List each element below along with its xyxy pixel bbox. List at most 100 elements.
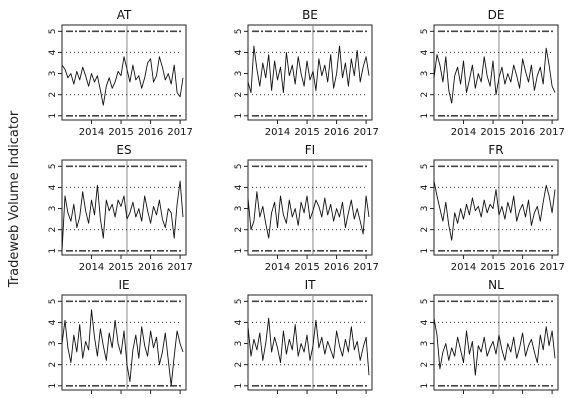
y-tick-label: 5 — [48, 298, 58, 304]
y-tick-label: 1 — [234, 113, 244, 119]
y-tick-label: 1 — [48, 383, 58, 389]
series-line-ie — [61, 309, 184, 387]
x-tick-label: 2017 — [353, 262, 378, 273]
panel-title-it: IT — [305, 278, 317, 292]
panel-ie: IE123452014201520162017 — [48, 278, 193, 398]
panel-frame — [433, 294, 559, 391]
y-tick-label: 2 — [420, 92, 430, 98]
y-tick-label: 4 — [420, 319, 430, 325]
y-tick-label: 2 — [420, 362, 430, 368]
x-tick-label: 2014 — [265, 262, 290, 273]
x-tick-label: 2017 — [539, 127, 564, 138]
y-tick-label: 5 — [234, 163, 244, 169]
y-tick-label: 5 — [420, 163, 430, 169]
series-line-be — [247, 45, 370, 94]
x-tick-label: 2017 — [353, 127, 378, 138]
y-tick-label: 3 — [420, 206, 430, 212]
x-tick-label: 2015 — [108, 127, 133, 138]
panel-frame — [247, 24, 373, 121]
series-line-es — [61, 180, 184, 251]
panel-title-at: AT — [117, 8, 132, 22]
y-tick-label: 1 — [48, 113, 58, 119]
y-tick-label: 5 — [234, 28, 244, 34]
x-tick-label: 2016 — [138, 262, 163, 273]
y-tick-label: 2 — [234, 362, 244, 368]
y-tick-label: 3 — [234, 206, 244, 212]
panel-title-de: DE — [488, 8, 505, 22]
x-tick-label: 2016 — [324, 262, 349, 273]
y-tick-label: 3 — [234, 71, 244, 77]
panel-title-es: ES — [116, 143, 131, 157]
series-line-fr — [433, 181, 556, 241]
panel-title-fr: FR — [488, 143, 503, 157]
panel-frame — [61, 159, 187, 256]
x-tick-label: 2014 — [451, 127, 476, 138]
panel-nl: NL123452014201520162017 — [420, 278, 565, 398]
y-tick-label: 4 — [48, 184, 58, 190]
y-tick-label: 4 — [234, 184, 244, 190]
panel-frame — [247, 159, 373, 256]
panel-frame — [247, 294, 373, 391]
x-tick-label: 2015 — [480, 127, 505, 138]
y-tick-label: 3 — [48, 206, 58, 212]
series-line-nl — [433, 318, 556, 376]
y-tick-label: 5 — [234, 298, 244, 304]
y-tick-label: 2 — [234, 227, 244, 233]
y-tick-label: 3 — [420, 341, 430, 347]
panel-frame — [433, 159, 559, 256]
y-tick-label: 5 — [48, 28, 58, 34]
x-tick-label: 2015 — [294, 262, 319, 273]
y-axis-label: Tradeweb Volume Indicator — [7, 110, 22, 288]
y-tick-label: 2 — [420, 227, 430, 233]
y-tick-label: 5 — [420, 298, 430, 304]
series-line-de — [433, 47, 556, 104]
panel-fr: FR 1 2 3 4 5 2014 2015 2016 2017 — [420, 143, 565, 273]
x-tick-label: 2017 — [167, 262, 192, 273]
panel-frame — [433, 24, 559, 121]
y-tick-label: 3 — [420, 71, 430, 77]
y-tick-label: 5 — [48, 163, 58, 169]
panel-be: BE 1 2 3 4 5 2014 2015 2016 2017 — [234, 8, 379, 138]
x-tick-label: 2014 — [79, 262, 104, 273]
y-tick-label: 1 — [234, 248, 244, 254]
y-tick-label: 1 — [420, 248, 430, 254]
x-tick-label: 2016 — [324, 127, 349, 138]
y-tick-label: 2 — [48, 362, 58, 368]
y-tick-label: 4 — [48, 49, 58, 55]
panel-fi: FI 1 2 3 4 5 2014 2015 2016 2017 — [234, 143, 379, 273]
x-tick-label: 2014 — [451, 262, 476, 273]
y-tick-label: 3 — [48, 71, 58, 77]
x-tick-label: 2017 — [167, 127, 192, 138]
panel-frame — [61, 24, 187, 121]
panel-de: DE 1 2 3 4 5 2014 2015 2016 2017 — [420, 8, 565, 138]
y-tick-label: 1 — [420, 383, 430, 389]
x-tick-label: 2016 — [138, 127, 163, 138]
y-tick-label: 2 — [48, 92, 58, 98]
series-line-at — [61, 56, 184, 106]
y-tick-label: 4 — [48, 319, 58, 325]
y-tick-label: 1 — [420, 113, 430, 119]
y-tick-label: 4 — [420, 49, 430, 55]
panel-at: AT 1 2 3 4 5 2014 2015 2016 2017 — [48, 8, 193, 138]
panel-it: IT123452014201520162017 — [234, 278, 379, 398]
panel-title-nl: NL — [488, 278, 504, 292]
y-tick-label: 1 — [48, 248, 58, 254]
series-line-it — [247, 317, 370, 376]
panel-frame — [61, 294, 187, 391]
x-tick-label: 2017 — [539, 262, 564, 273]
y-tick-label: 3 — [48, 341, 58, 347]
y-tick-label: 1 — [234, 383, 244, 389]
panel-es: ES 1 2 3 4 5 2014 2015 2016 2017 — [48, 143, 193, 273]
panel-title-ie: IE — [118, 278, 129, 292]
y-tick-label: 3 — [234, 341, 244, 347]
x-tick-label: 2016 — [510, 262, 535, 273]
y-tick-label: 4 — [234, 319, 244, 325]
x-tick-label: 2016 — [510, 127, 535, 138]
x-tick-label: 2014 — [265, 127, 290, 138]
series-line-fi — [247, 191, 370, 239]
y-tick-label: 2 — [234, 92, 244, 98]
x-tick-label: 2014 — [79, 127, 104, 138]
panel-title-fi: FI — [305, 143, 315, 157]
